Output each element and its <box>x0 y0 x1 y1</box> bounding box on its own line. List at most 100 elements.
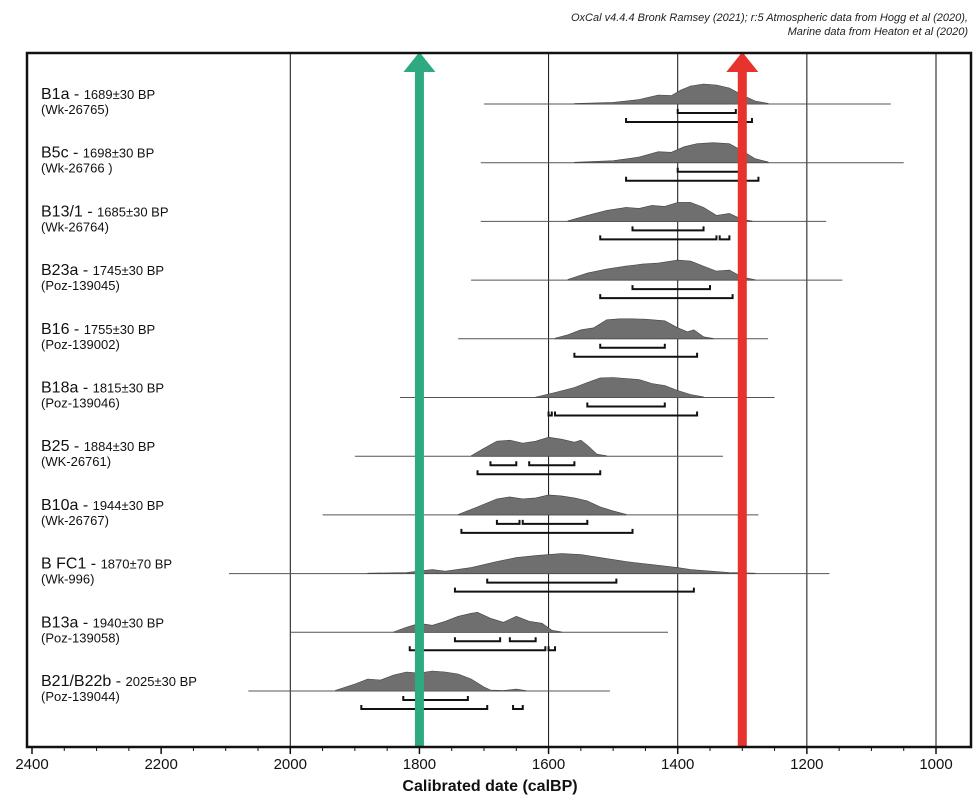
probability-distribution <box>457 494 627 516</box>
range-68-bracket <box>453 637 502 643</box>
sample-age: 1815±30 BP <box>93 381 164 396</box>
x-tick-label: 1600 <box>532 756 565 773</box>
range-68-bracket <box>586 402 666 408</box>
sample-lab-code: (WK-26761) <box>41 454 111 469</box>
probability-distribution <box>535 377 704 398</box>
sample-lab-code: (Wk-26767) <box>41 513 109 528</box>
range-95-bracket <box>718 235 731 241</box>
x-tick-label: 1400 <box>661 756 694 773</box>
range-95-bracket <box>547 646 557 652</box>
range-95-bracket <box>625 118 753 123</box>
sample-lab-code: (Poz-139045) <box>41 278 120 293</box>
sample-label: B13a - 1940±30 BP <box>41 614 164 631</box>
sample-lab-code: (Poz-139002) <box>41 337 120 352</box>
sample-lab-code: (Wk-26766 ) <box>41 161 113 176</box>
range-68-bracket <box>631 226 705 232</box>
sample-age: 1755±30 BP <box>84 322 155 337</box>
x-tick-label: 2000 <box>274 756 307 773</box>
range-95-bracket <box>476 470 602 476</box>
sample-row <box>228 553 830 593</box>
range-95-bracket <box>453 587 695 593</box>
sample-label: B16 - 1755±30 BP <box>41 321 155 338</box>
sample-age: 1870±70 BP <box>101 557 172 572</box>
range-95-bracket <box>599 235 718 241</box>
probability-distribution <box>335 670 527 692</box>
range-68-bracket <box>495 519 521 525</box>
sample-row <box>471 259 843 300</box>
sample-label: B25 - 1884±30 BP <box>41 438 155 455</box>
sample-name: B23a - <box>41 262 93 279</box>
x-axis-ticks: 2400 2200 2000 1800 1600 1400 1200 1000 <box>15 747 953 773</box>
sample-row <box>290 611 669 652</box>
sample-age: 1689±30 BP <box>84 87 155 102</box>
range-95-bracket <box>512 705 524 710</box>
probability-distribution <box>367 553 756 574</box>
sample-row <box>354 436 723 476</box>
sample-row <box>248 670 610 710</box>
range-95-bracket <box>573 352 699 358</box>
credit-line-1: OxCal v4.4.4 Bronk Ramsey (2021); r:5 At… <box>571 12 968 24</box>
range-68-bracket <box>508 637 537 643</box>
sample-name: B5c - <box>41 145 83 162</box>
sample-label: B18a - 1815±30 BP <box>41 380 164 397</box>
sample-name: B16 - <box>41 321 84 338</box>
sample-rows <box>228 83 904 710</box>
sample-row <box>484 83 891 123</box>
marker-arrows <box>403 52 759 747</box>
sample-label: B10a - 1944±30 BP <box>41 497 164 514</box>
sample-row <box>458 318 769 358</box>
probability-distribution <box>574 142 769 163</box>
credit-line-2: Marine data from Heaton et al (2020) <box>788 26 969 38</box>
sample-labels: B1a - 1689±30 BP(Wk-26765) B5c - 1698±30 … <box>41 86 197 704</box>
sample-name: B FC1 - <box>41 556 101 573</box>
sample-label: B21/B22b - 2025±30 BP <box>41 673 197 690</box>
sample-lab-code: (Poz-139044) <box>41 689 120 704</box>
sample-name: B13a - <box>41 614 93 631</box>
range-68-bracket <box>521 519 589 525</box>
sample-name: B13/1 - <box>41 203 97 220</box>
probability-distribution <box>567 202 753 222</box>
x-tick-label: 2200 <box>144 756 177 773</box>
marker-arrow-head <box>403 52 436 72</box>
sample-row <box>480 202 827 241</box>
marker-arrow-head <box>726 52 759 72</box>
probability-distribution <box>470 436 608 457</box>
sample-lab-code: (Wk-996) <box>41 572 94 587</box>
sample-age: 1698±30 BP <box>83 146 154 161</box>
sample-age: 2025±30 BP <box>126 674 197 689</box>
range-68-bracket <box>599 343 666 349</box>
sample-label: B FC1 - 1870±70 BP <box>41 556 172 573</box>
range-95-bracket <box>625 176 760 182</box>
probability-distribution <box>567 259 756 281</box>
x-tick-label: 1000 <box>919 756 952 773</box>
sample-label: B13/1 - 1685±30 BP <box>41 203 169 220</box>
sample-lab-code: (Wk-26764) <box>41 219 109 234</box>
range-95-bracket <box>460 528 634 534</box>
marker-arrow-shaft <box>414 68 424 747</box>
sample-label: B23a - 1745±30 BP <box>41 262 164 279</box>
sample-name: B25 - <box>41 438 84 455</box>
x-tick-label: 2400 <box>15 756 48 773</box>
range-68-bracket <box>486 578 618 584</box>
sample-label: B1a - 1689±30 BP <box>41 86 155 103</box>
sample-age: 1940±30 BP <box>93 615 164 630</box>
sample-name: B1a - <box>41 86 84 103</box>
sample-name: B10a - <box>41 497 93 514</box>
range-95-bracket <box>360 705 489 710</box>
range-68-bracket <box>676 167 741 173</box>
sample-lab-code: (Wk-26765) <box>41 102 109 117</box>
range-95-bracket <box>599 294 734 300</box>
range-68-bracket <box>631 285 711 291</box>
sample-age: 1884±30 BP <box>84 439 155 454</box>
range-68-bracket <box>528 461 576 467</box>
sample-age: 1944±30 BP <box>93 498 164 513</box>
sample-lab-code: (Poz-139046) <box>41 396 120 411</box>
range-68-bracket <box>402 696 469 701</box>
sample-name: B18a - <box>41 380 93 397</box>
plot-frame <box>25 51 973 749</box>
sample-age: 1685±30 BP <box>97 204 168 219</box>
sample-row <box>322 494 759 534</box>
range-95-bracket <box>547 411 553 417</box>
range-95-bracket <box>408 646 547 652</box>
